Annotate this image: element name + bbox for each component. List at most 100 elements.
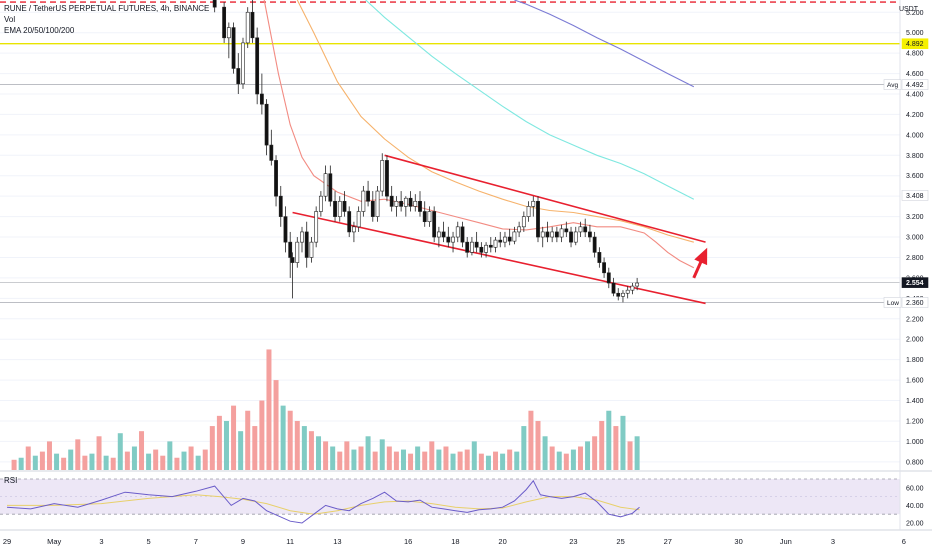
volume-bar (266, 349, 272, 470)
candle-body (446, 236, 451, 243)
volume-bar (613, 426, 619, 470)
volume-bar (139, 431, 145, 470)
price-tick-label: 4.200 (906, 112, 924, 119)
time-tick-label: 23 (569, 537, 577, 546)
price-tick-label: 3.000 (906, 235, 924, 242)
volume-bar (485, 455, 491, 470)
candle-body (399, 200, 404, 207)
volume-bar (535, 420, 541, 470)
price-tag-label: Low (887, 300, 899, 307)
volume-bar (365, 436, 371, 470)
candle-body (521, 216, 526, 228)
candle-body (408, 197, 413, 207)
time-tick-label: Jun (780, 537, 792, 546)
rsi-indicator-label[interactable]: RSI (4, 476, 18, 485)
candle-body (283, 216, 288, 243)
price-tag-text: 3.408 (906, 193, 924, 200)
volume-bar (599, 420, 605, 470)
candle-body (380, 160, 385, 192)
price-tick-label: 1.600 (906, 378, 924, 385)
price-tick-label: 3.800 (906, 153, 924, 160)
ema20-line (263, 0, 695, 269)
price-tick-label: 1.000 (906, 439, 924, 446)
volume-bar (337, 451, 343, 470)
volume-bar (238, 431, 244, 470)
candle-body (488, 244, 493, 248)
ema-indicator-label[interactable]: EMA 20/50/100/200 (4, 26, 75, 35)
volume-bar (117, 433, 123, 470)
candle-body (588, 231, 592, 238)
candle-body (337, 200, 342, 217)
candle-body (484, 244, 488, 253)
candle-body (559, 228, 564, 238)
volume-bar (110, 457, 116, 470)
volume-bar (471, 441, 477, 470)
candle-body (394, 200, 399, 207)
candle-body (269, 144, 274, 161)
volume-bar (323, 441, 329, 470)
time-tick-label: 18 (451, 537, 459, 546)
volume-bar (570, 449, 576, 470)
volume-bar (330, 446, 336, 470)
price-tag-box (901, 277, 929, 288)
rsi-lines (6, 479, 640, 524)
candle-body (606, 272, 611, 284)
candle-body (347, 211, 352, 233)
currency-unit[interactable]: USDT (898, 6, 918, 13)
price-labels: 4.892 4.492 Avg 3.408 2.554 2.360 Low (883, 38, 929, 308)
volume-bar (32, 455, 38, 470)
volume-bar (507, 449, 513, 470)
time-tick-label: May (47, 537, 61, 546)
symbol-title[interactable]: RUNE / TetherUS PERPETUAL FUTURES, 4h, B… (4, 4, 210, 13)
ema50-line (296, 0, 694, 243)
price-tick-label: 1.800 (906, 357, 924, 364)
candle-body (550, 231, 555, 238)
candle-body (403, 197, 408, 207)
time-tick-label: 3 (831, 537, 835, 546)
candle-body (554, 231, 559, 238)
volume-bar (308, 431, 314, 470)
volume-bar (216, 415, 222, 470)
volume-bar (634, 436, 640, 470)
price-tick-label: 3.200 (906, 214, 924, 221)
channel-upper-line (384, 154, 706, 243)
volume-bar (500, 453, 506, 470)
volume-bar (89, 453, 95, 470)
volume-bar (75, 439, 81, 470)
rsi-ma-line (7, 494, 640, 515)
candle-body (318, 195, 323, 212)
candle-body (602, 262, 606, 274)
volume-bar (563, 453, 569, 470)
rsi-axis[interactable]: 60.00 40.00 20.00 (906, 485, 924, 527)
volume-bar (351, 449, 357, 470)
vol-indicator-label[interactable]: Vol (4, 15, 16, 24)
rsi-tick-label: 40.00 (906, 503, 924, 510)
volume-bar (585, 441, 591, 470)
volume-bar (195, 455, 201, 470)
candle-body (526, 206, 531, 217)
candle-body (278, 195, 283, 217)
candle-body (352, 226, 356, 233)
time-tick-label: 6 (902, 537, 906, 546)
time-axis[interactable]: 29 May 3 5 7 9 11 13 16 18 20 23 25 27 30 Jun 3 6 (3, 537, 906, 546)
volume-bar (252, 426, 258, 470)
price-tag-box (901, 297, 929, 308)
price-tag-text: 2.554 (906, 280, 924, 287)
volume-bar (592, 436, 598, 470)
volume-bar (280, 405, 286, 470)
up-arrow-annotation[interactable] (692, 247, 708, 279)
candle-body (264, 103, 269, 146)
candle-body (635, 282, 640, 287)
candle-body (295, 241, 300, 263)
time-tick-label: 9 (241, 537, 245, 546)
candle-body (288, 241, 293, 258)
candle-body (545, 231, 550, 238)
volume-bar (542, 436, 548, 470)
candle-body (361, 190, 366, 212)
volume-bar (25, 446, 31, 470)
price-tick-label: 2.800 (906, 255, 924, 262)
volume-bar (415, 446, 421, 470)
price-tag-box (901, 190, 929, 201)
chart-legend: RUNE / TetherUS PERPETUAL FUTURES, 4h, B… (4, 3, 209, 36)
